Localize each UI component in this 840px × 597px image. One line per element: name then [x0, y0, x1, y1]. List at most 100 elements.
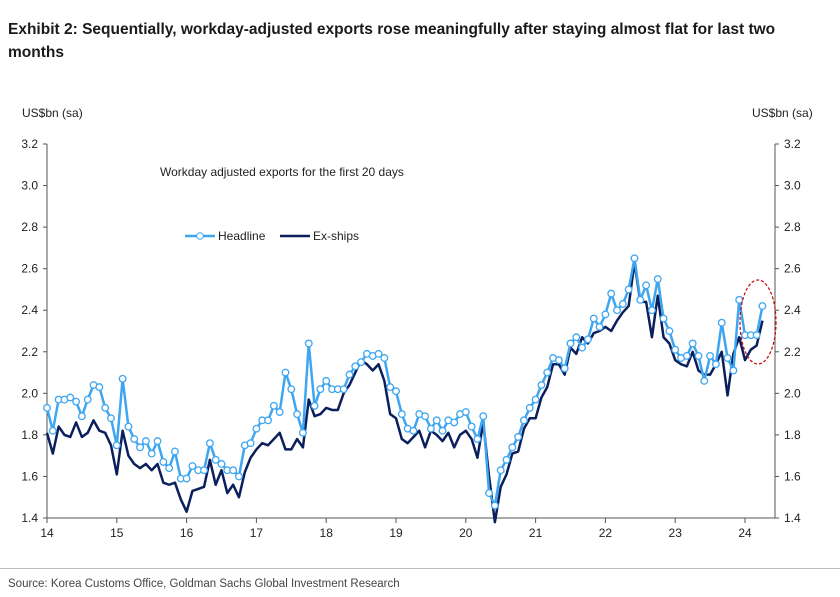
data-point-headline	[508, 443, 517, 452]
x-tick-label: 18	[320, 526, 334, 540]
data-point-headline	[392, 387, 400, 396]
data-point-headline	[322, 376, 331, 385]
data-point-headline	[706, 351, 715, 360]
y-tick-label-right: 2.2	[784, 345, 801, 359]
data-point-headline	[520, 416, 528, 425]
data-point-headline	[275, 408, 284, 416]
data-point-headline	[450, 418, 459, 427]
source-note: Source: Korea Customs Office, Goldman Sa…	[8, 578, 400, 590]
data-point-headline	[595, 322, 604, 331]
data-point-headline	[136, 443, 145, 452]
data-point-headline	[252, 424, 261, 433]
y-tick-label-left: 2.4	[21, 303, 38, 317]
data-point-headline	[141, 437, 150, 446]
data-point-headline	[380, 354, 389, 362]
y-tick-label-left: 2.6	[21, 262, 38, 276]
data-point-headline	[636, 295, 645, 304]
data-point-headline	[77, 412, 86, 421]
data-point-headline	[566, 339, 575, 348]
data-point-headline	[316, 385, 325, 394]
data-point-headline	[735, 295, 744, 304]
y-tick-label-right: 2.0	[784, 386, 801, 400]
data-point-headline	[159, 457, 168, 466]
data-point-headline	[339, 385, 348, 394]
legend-marker-headline	[196, 232, 204, 240]
data-point-headline	[264, 416, 272, 425]
data-point-headline	[752, 331, 761, 340]
data-point-headline	[601, 310, 610, 319]
divider	[0, 568, 840, 569]
x-tick-label: 15	[110, 526, 124, 540]
y-tick-label-right: 2.6	[784, 262, 801, 276]
data-point-headline	[723, 354, 732, 362]
data-point-headline	[432, 416, 441, 425]
data-point-headline	[642, 281, 651, 290]
data-point-headline	[130, 435, 139, 443]
data-point-headline	[171, 447, 179, 456]
data-point-headline	[95, 383, 104, 392]
legend-label-headline: Headline	[218, 229, 266, 243]
data-point-headline	[543, 368, 552, 377]
y-axis-label-left: US$bn (sa)	[22, 106, 83, 120]
data-point-headline	[217, 460, 226, 468]
data-point-headline	[578, 343, 587, 352]
data-point-headline	[118, 374, 127, 383]
data-point-headline	[357, 358, 366, 367]
data-point-headline	[182, 474, 191, 483]
series-line-headline	[45, 257, 764, 507]
data-point-headline	[630, 254, 639, 263]
data-point-headline	[426, 424, 435, 433]
data-point-headline	[653, 275, 662, 284]
y-tick-label-right: 3.2	[784, 137, 801, 151]
data-point-headline	[345, 370, 354, 379]
x-tick-label: 24	[738, 526, 752, 540]
data-point-headline	[647, 306, 656, 315]
x-tick-label: 21	[529, 526, 543, 540]
data-point-headline	[618, 300, 627, 308]
data-point-headline	[281, 368, 290, 377]
data-point-headline	[729, 366, 738, 375]
data-point-headline	[694, 351, 703, 360]
data-point-headline	[304, 339, 313, 348]
data-point-headline	[560, 364, 569, 373]
data-point-headline	[717, 318, 726, 327]
x-tick-label: 14	[40, 526, 54, 540]
data-point-headline	[607, 289, 616, 298]
data-point-headline	[293, 410, 302, 419]
y-tick-label-right: 2.8	[784, 220, 801, 234]
x-tick-label: 17	[250, 526, 264, 540]
data-point-headline	[589, 314, 598, 323]
data-point-headline	[386, 383, 395, 392]
highlight-ellipse	[739, 279, 777, 365]
data-point-headline	[374, 349, 383, 358]
annotation: Workday adjusted exports for the first 2…	[160, 165, 404, 179]
data-point-headline	[188, 462, 197, 471]
data-point-headline	[124, 422, 133, 431]
x-tick-label: 22	[599, 526, 613, 540]
y-tick-label-right: 1.8	[784, 428, 801, 442]
data-point-headline	[298, 428, 307, 437]
chart-title: Exhibit 2: Sequentially, workday-adjuste…	[8, 21, 776, 61]
y-tick-label-left: 3.2	[21, 137, 38, 151]
data-point-headline	[554, 356, 563, 365]
series-line-ex-ships	[45, 261, 764, 524]
data-point-headline	[711, 360, 720, 369]
data-point-headline	[624, 285, 633, 294]
data-point-headline	[700, 376, 709, 385]
data-point-headline	[153, 437, 162, 446]
y-tick-label-left: 1.8	[21, 428, 38, 442]
data-point-headline	[229, 466, 238, 475]
data-point-headline	[584, 335, 592, 344]
data-point-headline	[671, 345, 680, 354]
data-point-headline	[665, 327, 674, 335]
y-tick-label-left: 2.8	[21, 220, 38, 234]
legend-label-ex-ships: Ex-ships	[313, 229, 359, 243]
y-axis-label-right: US$bn (sa)	[752, 106, 813, 120]
data-point-headline	[351, 362, 360, 371]
data-point-headline	[246, 439, 255, 448]
data-point-headline	[83, 395, 92, 404]
data-point-headline	[165, 464, 174, 473]
data-point-headline	[613, 306, 621, 315]
y-tick-label-right: 3.0	[784, 179, 801, 193]
